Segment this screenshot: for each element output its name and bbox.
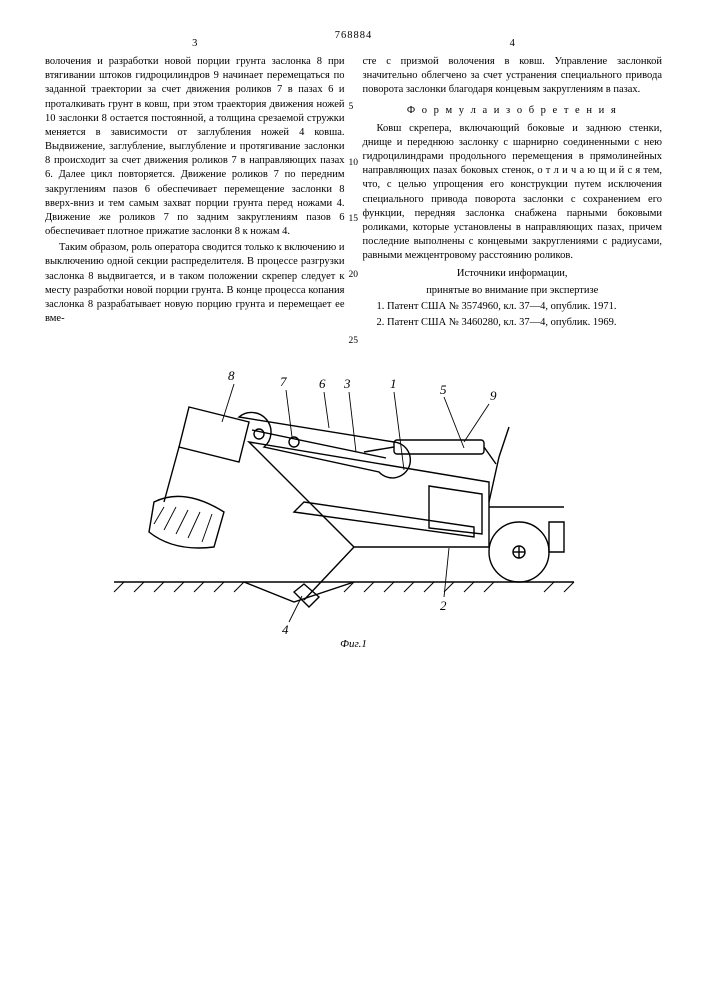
figure-1-container: 1 2 3 4 5 6 7 8 9 Фиг.1 bbox=[45, 352, 662, 650]
right-para-claim: Ковш скрепера, включающий боковые и задн… bbox=[363, 122, 663, 264]
left-para-2: Таким образом, роль оператора сводится т… bbox=[45, 241, 345, 326]
claim-header: Ф о р м у л а и з о б р е т е н и я bbox=[363, 104, 663, 118]
right-column: 4 5 10 15 20 25 сте с призмой волочения … bbox=[363, 55, 663, 332]
two-column-body: 3 волочения и разработки новой порции гр… bbox=[45, 55, 662, 332]
callout-6: 6 bbox=[319, 376, 326, 391]
source-1: 1. Патент США № 3574960, кл. 37—4, опубл… bbox=[363, 300, 663, 314]
column-number-right: 4 bbox=[510, 37, 515, 51]
line-number-25: 25 bbox=[349, 335, 359, 348]
left-para-1: волочения и разработки новой порции грун… bbox=[45, 55, 345, 239]
patent-number: 768884 bbox=[45, 30, 662, 41]
line-number-20: 20 bbox=[349, 269, 359, 282]
callout-1: 1 bbox=[390, 376, 397, 391]
sources-header: Источники информации, bbox=[363, 267, 663, 281]
line-number-15: 15 bbox=[349, 213, 359, 226]
source-2: 2. Патент США № 3460280, кл. 37—4, опубл… bbox=[363, 316, 663, 330]
page-root: 768884 3 волочения и разработки новой по… bbox=[0, 0, 707, 1000]
figure-1-drawing: 1 2 3 4 5 6 7 8 9 bbox=[94, 352, 614, 642]
line-number-5: 5 bbox=[349, 101, 354, 114]
callout-2: 2 bbox=[440, 598, 447, 613]
callout-5: 5 bbox=[440, 382, 447, 397]
callout-4: 4 bbox=[282, 622, 289, 637]
right-para-1: сте с призмой волочения в ковш. Управлен… bbox=[363, 55, 663, 98]
line-number-10: 10 bbox=[349, 157, 359, 170]
sources-sub: принятые во внимание при экспертизе bbox=[363, 284, 663, 298]
figure-callouts: 1 2 3 4 5 6 7 8 9 bbox=[228, 368, 497, 637]
callout-8: 8 bbox=[228, 368, 235, 383]
column-number-left: 3 bbox=[192, 37, 197, 51]
figure-label: Фиг.1 bbox=[45, 638, 662, 650]
callout-7: 7 bbox=[280, 374, 287, 389]
left-column: 3 волочения и разработки новой порции гр… bbox=[45, 55, 345, 332]
callout-3: 3 bbox=[343, 376, 351, 391]
callout-9: 9 bbox=[490, 388, 497, 403]
